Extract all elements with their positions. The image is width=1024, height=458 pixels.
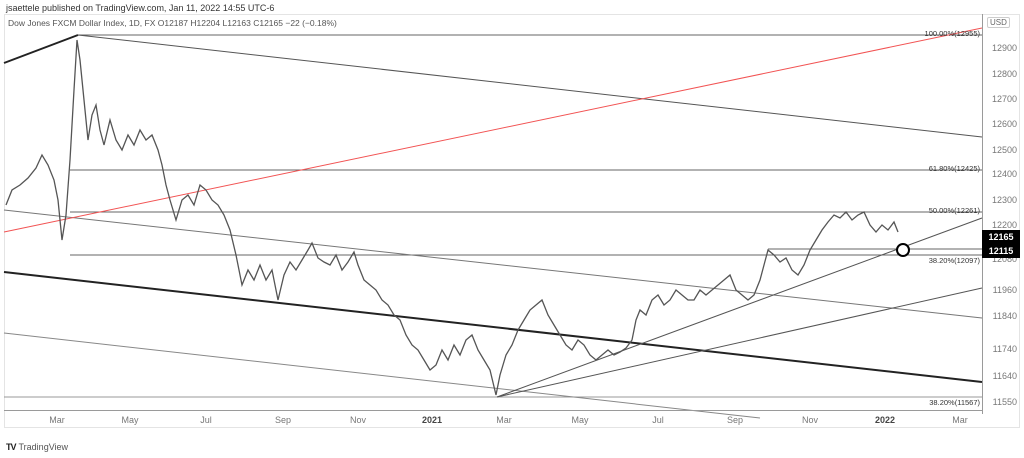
price-tick: 12700 bbox=[991, 94, 1017, 104]
lower-channel-line bbox=[3, 332, 761, 419]
fib-label-50: 50.00%(12261) bbox=[928, 206, 980, 215]
fib-label-382b: 38.20%(11567) bbox=[929, 398, 980, 407]
time-tick: Nov bbox=[801, 415, 819, 425]
price-tick: 11960 bbox=[992, 285, 1017, 295]
time-tick: Jul bbox=[200, 415, 212, 425]
heavy-channel-line bbox=[3, 271, 983, 383]
upper-channel-line bbox=[77, 34, 983, 138]
time-tick: May bbox=[571, 415, 589, 425]
price-tick: 12600 bbox=[991, 119, 1017, 129]
time-tick: Sep bbox=[726, 415, 744, 425]
fib-label-382: 38.20%(12097) bbox=[928, 256, 980, 265]
time-tick-year: 2021 bbox=[421, 415, 443, 425]
price-tick: 12200 bbox=[991, 220, 1017, 230]
time-tick: Mar bbox=[496, 415, 512, 425]
price-tick: 12900 bbox=[991, 43, 1017, 53]
confluence-circle-marker bbox=[896, 243, 910, 257]
publisher-line: jsaettele published on TradingView.com, … bbox=[6, 3, 275, 13]
time-tick: Jul bbox=[652, 415, 664, 425]
symbol-legend: Dow Jones FXCM Dollar Index, 1D, FX O121… bbox=[8, 18, 337, 28]
last-price-tag: 12165 bbox=[982, 230, 1020, 244]
time-tick: Nov bbox=[349, 415, 367, 425]
red-trendline bbox=[3, 27, 983, 233]
rally-trendline bbox=[3, 34, 79, 64]
price-tick: 12400 bbox=[991, 169, 1017, 179]
price-tick: 11550 bbox=[992, 397, 1017, 407]
time-tick: Sep bbox=[274, 415, 292, 425]
time-tick: May bbox=[121, 415, 139, 425]
time-tick: Mar bbox=[952, 415, 968, 425]
rising-support-line bbox=[496, 217, 983, 398]
price-tick: 12300 bbox=[991, 195, 1017, 205]
tradingview-logo-icon: TV bbox=[6, 442, 16, 452]
time-tick-year: 2022 bbox=[874, 415, 896, 425]
price-tick: 11740 bbox=[992, 344, 1017, 354]
fib-levels bbox=[4, 34, 982, 398]
level-price-tag: 12115 bbox=[982, 244, 1020, 258]
tradingview-logo[interactable]: TV TradingView bbox=[6, 442, 68, 452]
price-tick: 11840 bbox=[992, 311, 1017, 321]
time-tick: Mar bbox=[49, 415, 65, 425]
rising-support-line-2 bbox=[496, 287, 983, 398]
time-axis[interactable]: Mar May Jul Sep Nov 2021 Mar May Jul Sep… bbox=[4, 410, 982, 429]
fib-label-100: 100.00%(12955) bbox=[924, 29, 980, 38]
price-tick: 12500 bbox=[991, 145, 1017, 155]
tradingview-brand: TradingView bbox=[18, 442, 69, 452]
price-series bbox=[5, 39, 899, 396]
mid-channel-line bbox=[3, 209, 983, 319]
currency-label[interactable]: USD bbox=[987, 17, 1010, 28]
chart-frame[interactable] bbox=[4, 14, 1020, 428]
price-tick: 12800 bbox=[991, 69, 1017, 79]
price-axis[interactable]: 12900 12800 12700 12600 12500 12400 1230… bbox=[982, 14, 1021, 414]
fib-label-618: 61.80%(12425) bbox=[928, 164, 980, 173]
price-tick: 11640 bbox=[992, 371, 1017, 381]
price-tick: 12080 bbox=[991, 254, 1017, 264]
